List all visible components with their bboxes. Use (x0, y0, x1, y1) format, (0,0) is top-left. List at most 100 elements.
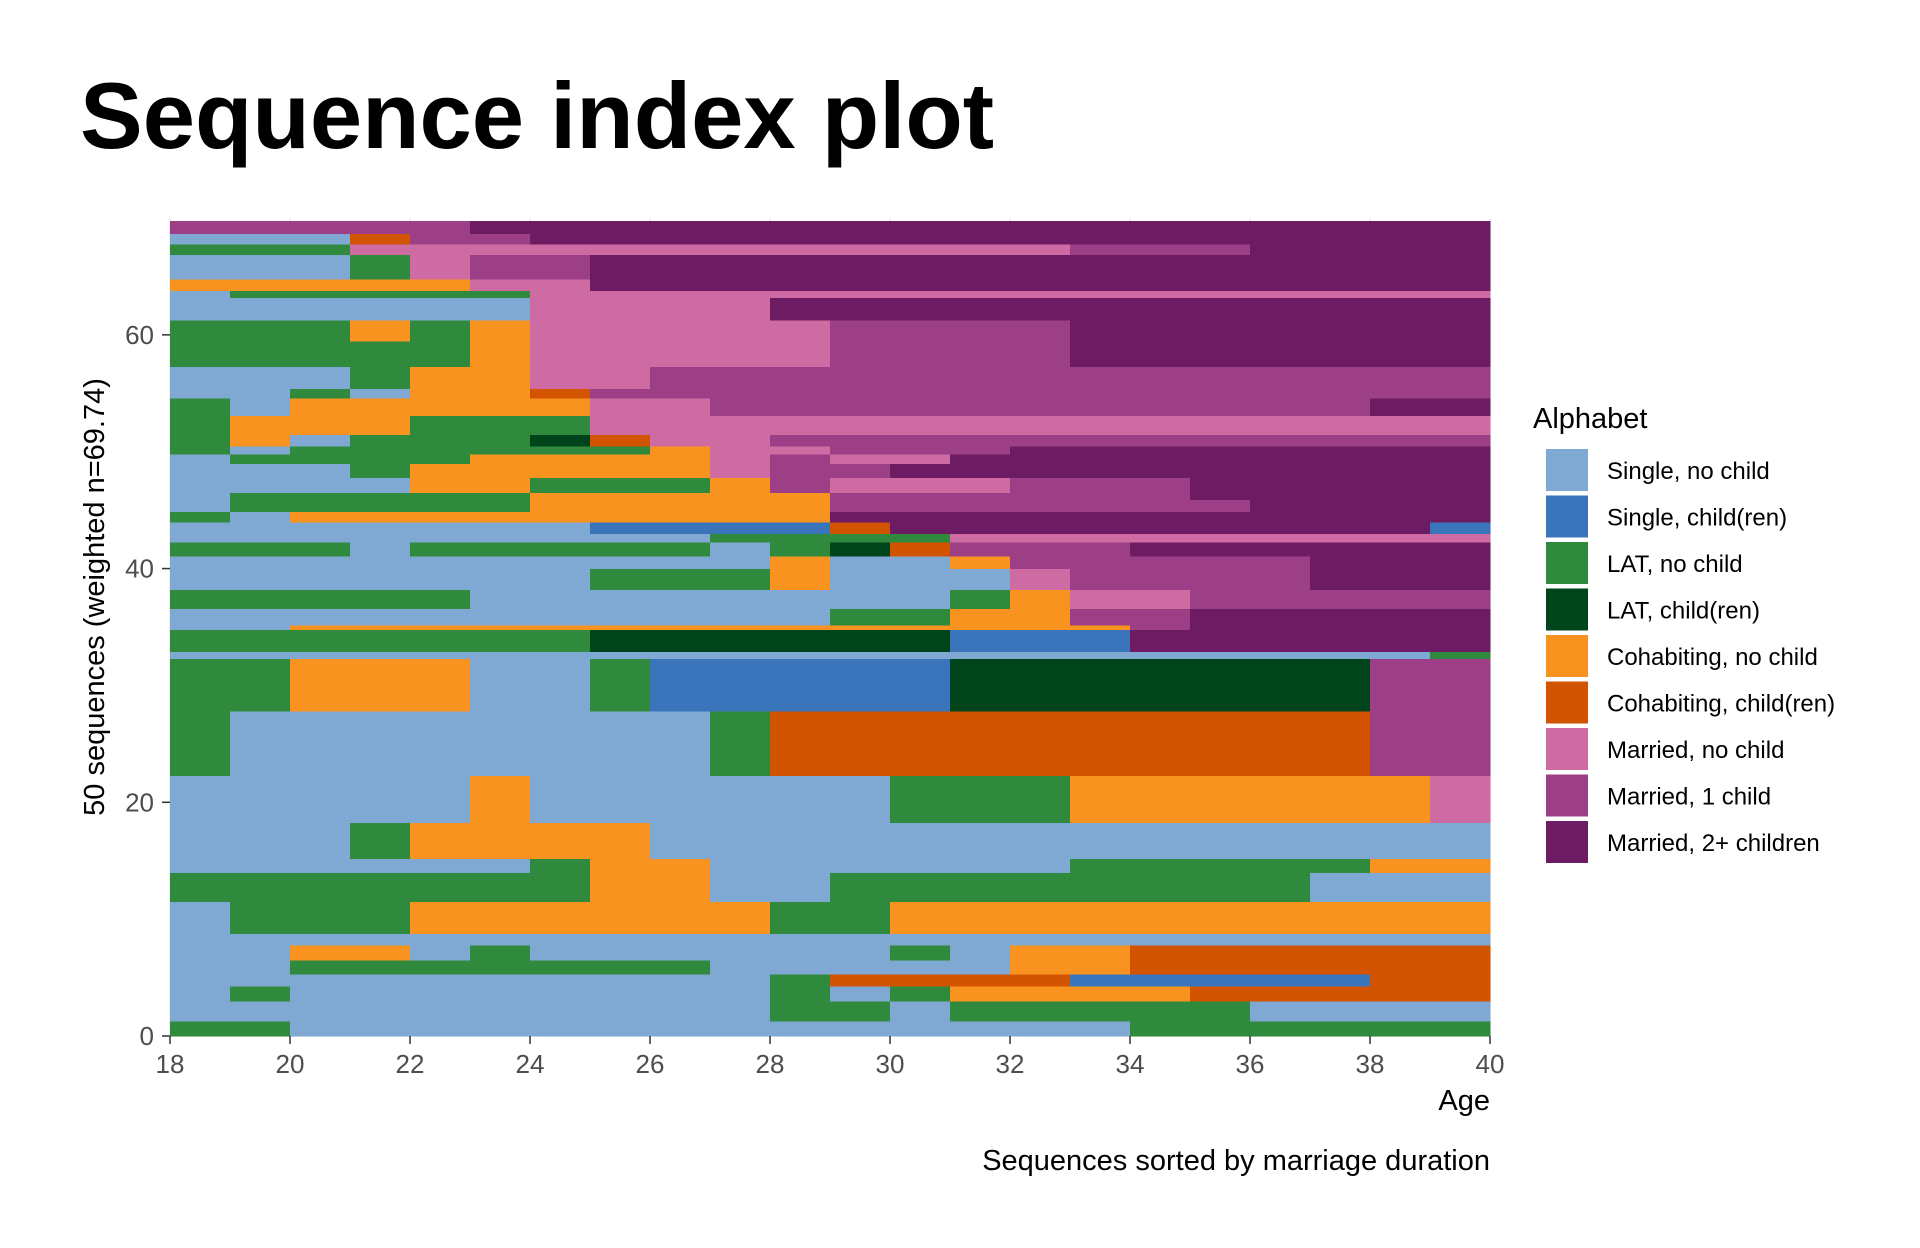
sequence-cell (1130, 533, 1191, 543)
sequence-cell (1370, 492, 1431, 501)
legend-label: LAT, child(ren) (1607, 598, 1760, 625)
sequence-cell (290, 608, 351, 626)
sequence-cell (710, 454, 771, 464)
sequence-cell (1250, 555, 1311, 570)
sequence-cell (830, 388, 891, 399)
sequence-cell (1070, 589, 1131, 609)
legend-label: Single, child(ren) (1607, 505, 1787, 532)
y-axis-ticks: 0 20 40 60 (125, 320, 170, 1051)
sequence-cell (1430, 775, 1491, 823)
sequence-cell (1130, 388, 1191, 399)
sequence-cell (1370, 651, 1431, 660)
sequence-cell (590, 901, 651, 934)
x-tick-label: 32 (996, 1049, 1025, 1079)
sequence-cell (290, 858, 351, 873)
sequence-cell (590, 933, 651, 946)
sequence-cell (1250, 499, 1311, 512)
sequence-cell (1370, 290, 1431, 299)
sequence-cell (1130, 463, 1191, 479)
sequence-cell (530, 533, 591, 543)
sequence-cell (290, 511, 351, 523)
sequence-cell (1370, 521, 1431, 535)
sequence-cell (1310, 624, 1371, 630)
sequence-cell (1250, 629, 1311, 653)
sequence-cell (590, 511, 651, 523)
sequence-cell (1430, 533, 1491, 543)
sequence-cell (590, 651, 651, 660)
sequence-cell (410, 221, 471, 234)
sequence-cell (1310, 397, 1371, 417)
sequence-cell (1010, 651, 1071, 660)
x-tick-label: 18 (156, 1049, 185, 1079)
sequence-cell (1250, 1000, 1311, 1022)
sequence-cell (1130, 290, 1191, 299)
x-axis-ticks: 18 20 22 24 26 28 30 32 34 36 38 40 (156, 1036, 1504, 1079)
sequence-cell (950, 901, 1011, 934)
sequence-cell (1370, 445, 1431, 455)
sequence-cell (170, 278, 231, 292)
sequence-cell (950, 974, 1011, 987)
sequence-cell (530, 960, 591, 975)
sequence-cell (410, 960, 471, 975)
sequence-cell (350, 477, 411, 494)
sequence-cell (1310, 933, 1371, 946)
sequence-cell (350, 233, 411, 245)
sequence-cell (1430, 463, 1491, 479)
sequence-cell (1190, 1020, 1251, 1037)
sequence-cell (770, 568, 831, 591)
sequence-cell (890, 463, 951, 479)
sequence-cell (950, 397, 1011, 417)
sequence-cell (410, 568, 471, 591)
sequence-cell (710, 1000, 771, 1022)
sequence-cell (1430, 985, 1491, 1002)
sequence-cell (350, 445, 411, 455)
sequence-cell (290, 1020, 351, 1037)
sequence-cell (410, 944, 471, 961)
sequence-cell (1370, 901, 1431, 934)
sequence-cell (710, 872, 771, 903)
sequence-cell (1190, 290, 1251, 299)
sequence-cell (1010, 960, 1071, 975)
sequence-cell (170, 221, 231, 234)
sequence-cell (590, 492, 651, 501)
sequence-cell (950, 521, 1011, 535)
sequence-cell (1130, 822, 1191, 859)
sequence-cell (290, 388, 351, 399)
sequence-cell (770, 858, 831, 873)
sequence-cell (1250, 521, 1311, 535)
sequence-cell (1310, 463, 1371, 479)
sequence-cell (1070, 1020, 1131, 1037)
sequence-cell (230, 901, 291, 934)
sequence-cell (410, 711, 471, 777)
sequence-cell (410, 589, 471, 609)
sequence-cell (1070, 960, 1131, 975)
sequence-cell (830, 221, 891, 234)
sequence-cell (650, 366, 711, 390)
sequence-cell (770, 434, 831, 447)
sequence-cell (710, 221, 771, 234)
sequence-cell (350, 624, 411, 630)
sequence-cell (770, 775, 831, 823)
sequence-cell (410, 319, 471, 342)
sequence-cell (350, 533, 411, 543)
sequence-cell (290, 533, 351, 543)
sequence-cell (1250, 243, 1311, 255)
sequence-cell (1070, 434, 1131, 447)
sequence-cell (290, 233, 351, 245)
sequence-cell (1010, 415, 1071, 435)
sequence-cell (230, 944, 291, 961)
sequence-cell (710, 297, 771, 321)
sequence-cell (350, 985, 411, 1002)
legend-key (1546, 449, 1588, 491)
sequence-cell (710, 858, 771, 873)
sequence-cell (410, 463, 471, 479)
sequence-cell (1070, 651, 1131, 660)
sequence-cell (830, 775, 891, 823)
sequence-cell (830, 985, 891, 1002)
sequence-cell (470, 415, 531, 435)
sequence-cell (1250, 960, 1311, 975)
sequence-cell (890, 711, 951, 777)
legend-key (1546, 821, 1588, 863)
sequence-cell (950, 589, 1011, 609)
sequence-cell (530, 511, 591, 523)
